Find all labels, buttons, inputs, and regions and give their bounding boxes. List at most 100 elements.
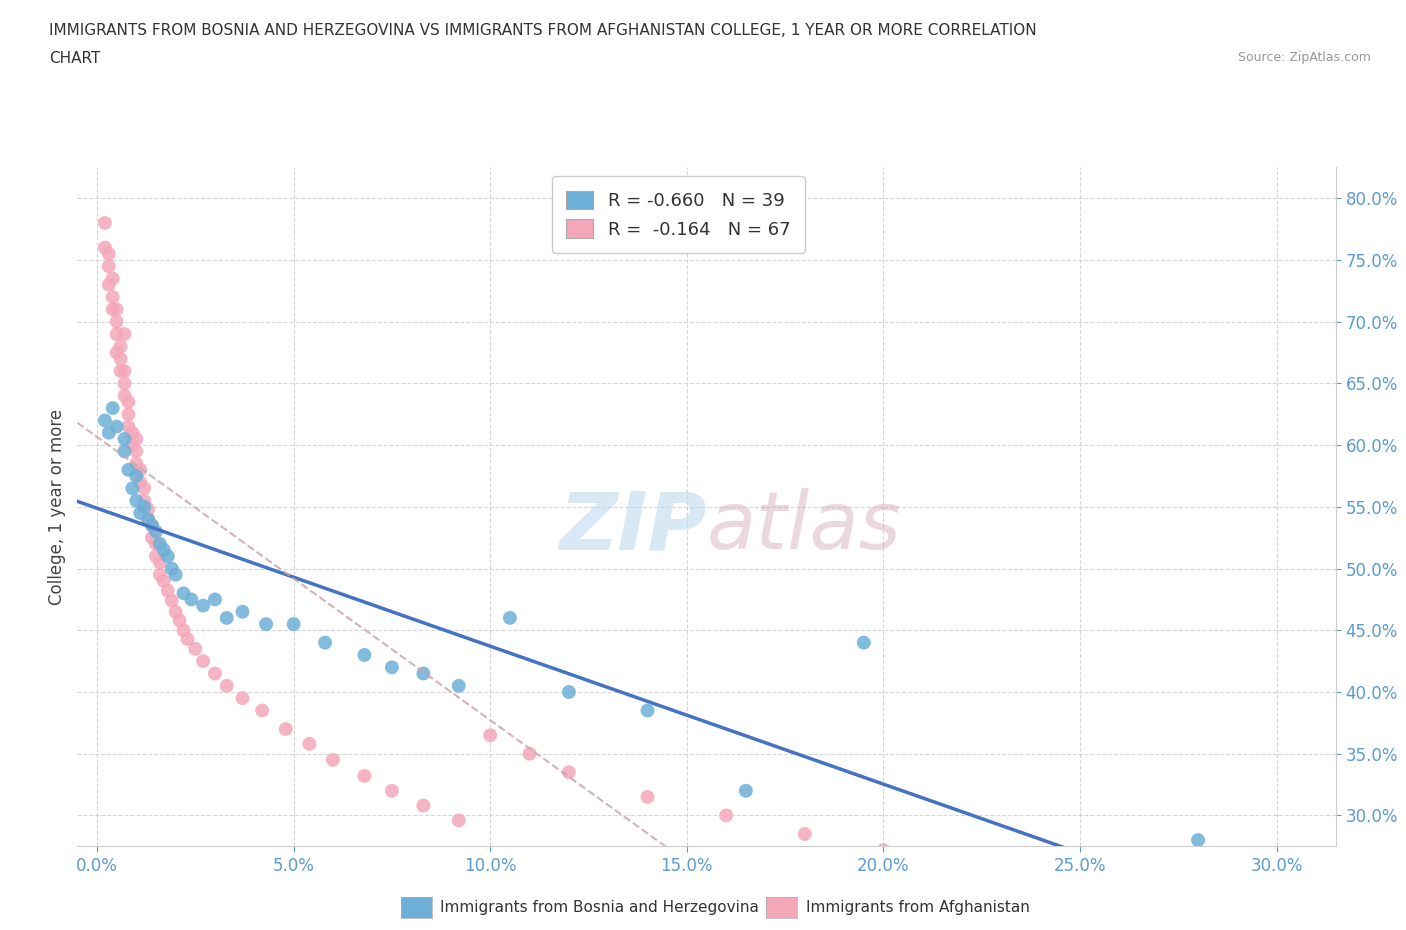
Point [101,271,124,286]
Point [110,339,132,353]
Point [153,574,176,589]
Point [117,462,139,477]
Point [149,555,172,570]
Point [136,512,159,526]
Point [176,631,198,646]
Text: atlas: atlas [707,488,901,566]
Point [136,502,159,517]
Point [114,389,136,404]
Point [519,746,541,761]
Point [231,604,253,619]
Point [134,481,156,496]
Point [114,364,136,379]
Point [250,703,273,718]
Point [180,592,202,607]
Point [322,752,344,767]
Point [298,737,321,751]
Point [94,240,117,255]
Point [447,813,470,828]
Point [283,617,305,631]
Point [101,289,124,304]
Point [136,512,159,526]
Point [637,703,659,718]
Point [156,549,179,564]
Point [314,635,336,650]
Y-axis label: College, 1 year or more: College, 1 year or more [48,409,66,604]
Point [145,525,167,539]
Point [105,326,128,341]
Point [145,537,167,551]
Point [114,444,136,458]
Point [558,764,581,779]
Text: Immigrants from Bosnia and Herzegovina: Immigrants from Bosnia and Herzegovina [440,900,759,915]
Point [105,345,128,360]
Point [353,647,375,662]
Point [125,432,148,446]
Point [353,768,375,783]
Point [165,604,187,619]
Point [950,857,973,872]
Point [558,684,581,699]
Point [1187,832,1209,847]
Point [141,518,163,533]
Point [97,259,120,273]
Text: IMMIGRANTS FROM BOSNIA AND HERZEGOVINA VS IMMIGRANTS FROM AFGHANISTAN COLLEGE, 1: IMMIGRANTS FROM BOSNIA AND HERZEGOVINA V… [49,23,1036,38]
Point [637,790,659,804]
Point [141,518,163,533]
Point [129,462,152,477]
Point [129,506,152,521]
Point [169,613,191,628]
Point [274,722,297,737]
Point [141,530,163,545]
Point [149,567,172,582]
Point [447,678,470,693]
Point [97,246,120,261]
Point [134,493,156,508]
Legend: R = -0.660   N = 39, R =  -0.164   N = 67: R = -0.660 N = 39, R = -0.164 N = 67 [553,177,806,253]
Point [204,592,226,607]
Point [125,469,148,484]
Point [412,798,434,813]
Point [184,642,207,657]
Point [734,783,756,798]
Point [121,481,143,496]
Point [191,598,215,613]
Point [110,352,132,366]
Point [191,654,215,669]
Text: Source: ZipAtlas.com: Source: ZipAtlas.com [1237,51,1371,64]
Point [479,728,502,743]
Point [852,635,875,650]
Point [125,457,148,472]
Point [94,216,117,231]
Point [215,610,238,625]
Point [105,302,128,317]
Point [499,610,522,625]
Point [872,843,894,857]
Point [101,401,124,416]
Point [412,666,434,681]
Point [105,314,128,329]
Point [173,623,195,638]
Point [114,326,136,341]
Point [129,474,152,489]
Point [160,561,183,576]
Point [153,542,176,557]
Point [165,567,187,582]
Point [110,364,132,379]
Point [117,406,139,421]
Point [149,537,172,551]
Point [215,678,238,693]
Point [117,419,139,434]
Point [145,549,167,564]
Point [125,493,148,508]
Point [117,394,139,409]
Point [121,438,143,453]
Point [114,376,136,391]
Point [114,432,136,446]
Point [97,277,120,292]
Point [204,666,226,681]
Point [101,302,124,317]
Text: Immigrants from Afghanistan: Immigrants from Afghanistan [806,900,1029,915]
Text: ZIP: ZIP [560,488,707,566]
Point [381,660,404,675]
